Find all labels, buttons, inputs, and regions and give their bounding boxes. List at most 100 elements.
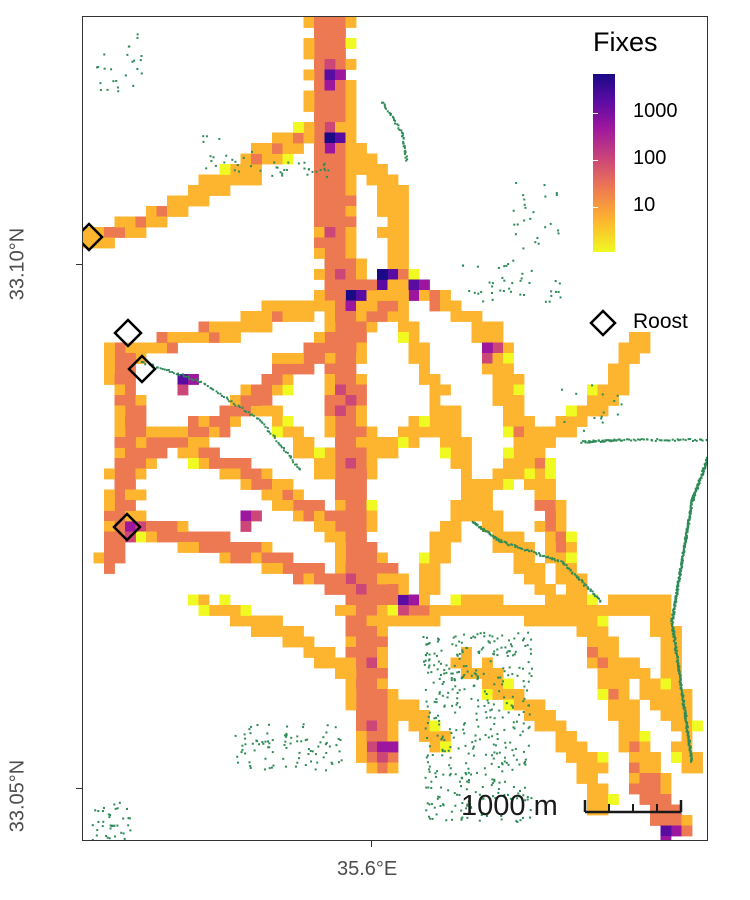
roost-diamond-icon[interactable]	[112, 512, 142, 542]
landscape-feature-dot	[674, 439, 677, 442]
landscape-feature-dot	[461, 802, 464, 805]
heat-cell	[366, 447, 378, 459]
heat-cell	[534, 521, 546, 532]
landscape-feature-dot	[111, 840, 113, 841]
landscape-feature-dot	[599, 440, 602, 443]
colorbar-label-1000: 1000	[633, 100, 678, 122]
heat-cell	[314, 216, 325, 228]
heat-cell	[377, 594, 388, 606]
heat-cell	[503, 458, 514, 469]
landscape-feature-dot	[512, 726, 515, 729]
landscape-feature-dot	[519, 734, 522, 737]
heat-cell	[398, 699, 409, 711]
heat-cell	[398, 573, 409, 585]
landscape-feature-dot	[270, 766, 273, 769]
landscape-feature-dot	[671, 438, 674, 441]
heat-cell	[492, 332, 504, 343]
landscape-feature-dot	[524, 206, 527, 209]
heat-cell	[324, 416, 336, 427]
heat-cell	[618, 657, 630, 669]
landscape-feature-dot	[672, 628, 675, 631]
landscape-feature-dot	[296, 740, 299, 743]
landscape-feature-dot	[140, 360, 143, 363]
heat-cell	[261, 542, 273, 553]
heat-cell	[429, 384, 441, 396]
heat-cell	[135, 405, 147, 417]
heat-cell	[345, 552, 357, 564]
heat-cell	[587, 594, 598, 606]
heat-cell	[303, 510, 315, 522]
heat-cell	[156, 447, 168, 459]
heat-cell	[345, 353, 357, 364]
heat-cell	[345, 468, 357, 480]
heat-cell	[366, 710, 378, 721]
landscape-feature-dot	[586, 441, 589, 444]
landscape-feature-dot	[524, 644, 527, 647]
heat-cell	[188, 437, 199, 448]
landscape-feature-dot	[690, 752, 693, 755]
heat-cell	[429, 374, 441, 385]
heat-cell	[335, 59, 346, 70]
heat-cell	[251, 552, 262, 564]
landscape-feature-dot	[519, 293, 522, 296]
heat-cell	[356, 626, 367, 637]
heat-cell	[251, 468, 262, 480]
heat-cell	[524, 416, 535, 427]
heat-cell	[660, 836, 672, 840]
landscape-feature-dot	[523, 786, 526, 789]
landscape-feature-dot	[503, 793, 506, 796]
heat-cell	[387, 269, 399, 280]
landscape-feature-dot	[498, 709, 501, 712]
heat-cell	[240, 605, 252, 616]
heat-cell	[272, 416, 283, 427]
landscape-feature-dot	[108, 816, 111, 819]
heat-cell	[660, 626, 672, 637]
heat-cell	[597, 647, 609, 658]
landscape-feature-dot	[460, 818, 463, 821]
heat-cell	[272, 311, 283, 322]
landscape-feature-dot	[613, 438, 616, 441]
landscape-feature-dot	[515, 758, 518, 761]
heat-cell	[482, 342, 493, 354]
landscape-feature-dot	[561, 560, 564, 563]
landscape-feature-dot	[474, 521, 477, 524]
roost-diamond-icon[interactable]	[83, 222, 104, 252]
heat-cell	[398, 269, 409, 280]
heat-cell	[324, 531, 336, 543]
landscape-feature-dot	[682, 438, 685, 441]
heat-cell	[314, 468, 325, 480]
heat-cell	[345, 258, 357, 270]
heat-cell	[156, 216, 168, 228]
landscape-feature-dot	[489, 709, 492, 712]
heat-cell	[618, 363, 630, 375]
landscape-feature-dot	[701, 467, 704, 470]
landscape-feature-dot	[676, 656, 679, 659]
heat-cell	[492, 353, 504, 364]
heat-cell	[419, 605, 430, 616]
heat-cell	[219, 531, 231, 543]
heat-cell	[345, 227, 357, 238]
heat-cell	[324, 143, 336, 154]
heat-cell	[471, 594, 483, 606]
roost-diamond-icon[interactable]	[127, 354, 157, 384]
heat-cell	[314, 101, 325, 112]
landscape-feature-dot	[456, 653, 459, 656]
landscape-feature-dot	[503, 728, 506, 731]
heat-cell	[555, 542, 567, 553]
heat-cell	[114, 458, 126, 469]
landscape-feature-dot	[272, 434, 275, 437]
heat-cell	[177, 426, 189, 438]
heat-cell	[597, 405, 609, 417]
roost-diamond-icon[interactable]	[113, 318, 143, 348]
heat-cell	[345, 510, 357, 522]
landscape-feature-dot	[470, 697, 473, 700]
landscape-feature-dot	[339, 739, 342, 742]
heat-cell	[482, 489, 493, 501]
heat-cell	[314, 332, 325, 343]
landscape-feature-dot	[97, 820, 100, 823]
landscape-feature-dot	[501, 276, 504, 279]
landscape-feature-dot	[672, 634, 675, 637]
landscape-feature-dot	[456, 654, 459, 657]
landscape-feature-dot	[402, 145, 405, 148]
heat-cell	[377, 689, 388, 700]
